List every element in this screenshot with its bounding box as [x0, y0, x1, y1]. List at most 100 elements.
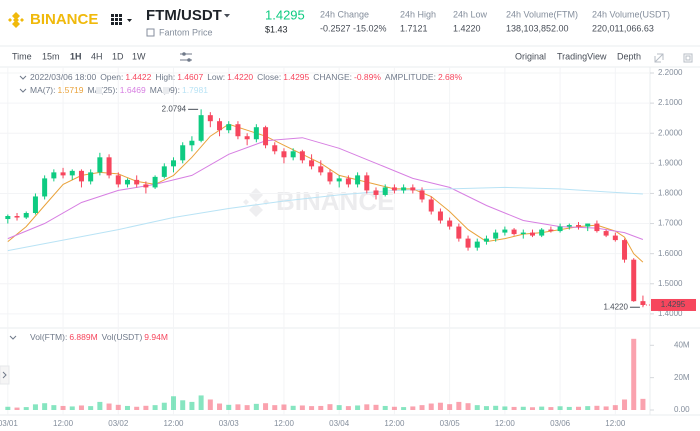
volume-bar: [576, 406, 582, 410]
interval-button[interactable]: 1W: [132, 51, 146, 61]
candle-body: [217, 121, 223, 131]
volume-bar: [97, 401, 103, 410]
candle-body: [290, 151, 296, 158]
candle-body: [78, 170, 84, 182]
volume-bar: [529, 407, 535, 410]
interval-button[interactable]: 1D: [112, 51, 124, 61]
legend-text: Vol(USDT): [102, 332, 143, 342]
volume-bar: [631, 338, 637, 410]
legend-text: AMPLITUDE:: [385, 72, 436, 82]
stat-value: 138,103,852.00: [506, 23, 569, 33]
interval-button[interactable]: 4H: [91, 51, 103, 61]
volume-bar: [364, 404, 370, 410]
pair: FTM/USDT: [146, 7, 222, 24]
y-tick-label: 1.8000: [658, 189, 683, 198]
candle-body: [134, 179, 140, 185]
subtitle[interactable]: Fantom Price: [159, 27, 213, 37]
candle-body: [281, 151, 287, 158]
volume-bar: [548, 407, 554, 410]
candle-body: [226, 124, 232, 131]
collapse-icons[interactable]: [9, 75, 27, 340]
candle-body: [88, 172, 94, 182]
candle-body: [299, 151, 305, 161]
candle-body: [235, 124, 241, 137]
volume-bar: [410, 406, 416, 410]
volume-bar: [318, 405, 324, 410]
volume-bar: [391, 406, 397, 410]
interval-button[interactable]: 1H: [70, 51, 82, 61]
candle-body: [612, 235, 618, 241]
volume-bar: [612, 405, 618, 410]
watermark: BINANCE: [243, 186, 394, 217]
logo[interactable]: BINANCE: [8, 11, 98, 28]
volume-bar: [456, 401, 462, 410]
last-price: 1.4295: [265, 7, 305, 22]
stat-label: 24h High: [400, 9, 436, 19]
legend-text: -0.89%: [354, 72, 381, 82]
volume-bar: [327, 404, 333, 410]
side-toggle[interactable]: [0, 365, 10, 385]
volume-bar: [5, 406, 11, 410]
legend-text: Close:: [257, 72, 281, 82]
volume-bar: [180, 400, 186, 410]
extreme-label: 1.4220: [603, 302, 628, 311]
volume-bar: [51, 405, 57, 410]
volume-bar: [566, 406, 572, 410]
candle-body: [180, 145, 186, 161]
candle-body: [42, 178, 48, 197]
candle-body: [51, 172, 57, 179]
candle-body: [447, 220, 453, 227]
volume-bar: [520, 406, 526, 410]
toolbar: Time 15m 1H 4H 1D 1W Original TradingView Depth: [12, 51, 641, 61]
volume-bar: [594, 405, 600, 410]
candle-body: [465, 238, 471, 248]
legend-toggle[interactable]: [163, 87, 169, 94]
legend-text: 1.4607: [177, 72, 203, 82]
candle-body: [511, 229, 517, 235]
legend-text: 1.5719: [58, 85, 84, 95]
legend-text: Open:: [100, 72, 123, 82]
view-button[interactable]: Original: [515, 51, 546, 61]
volume-bar: [437, 402, 443, 410]
volume-bar: [640, 398, 646, 410]
legend-toggle[interactable]: [96, 87, 102, 94]
volume-bar: [309, 406, 315, 410]
settings-knob: [182, 52, 186, 56]
x-tick-label: 12:00: [274, 419, 295, 428]
candle-body: [318, 166, 324, 173]
volume-bar: [171, 396, 177, 410]
fullscreen-icon[interactable]: [683, 53, 693, 63]
candle-body: [171, 160, 177, 167]
legend-text: 1.7981: [182, 85, 208, 95]
legend-text: 1.4220: [227, 72, 253, 82]
legend-text: 9.94M: [144, 332, 168, 342]
candle-body: [69, 170, 75, 176]
legend-text: Low:: [207, 72, 225, 82]
volume-bar: [244, 405, 250, 410]
legend-text: 6.889M: [69, 332, 97, 342]
volume-bar: [622, 399, 628, 410]
volume-bar: [345, 406, 351, 410]
candle-body: [410, 187, 416, 191]
volume-bar: [161, 402, 167, 410]
expand-icon[interactable]: [654, 53, 664, 63]
pair-selector[interactable]: FTM/USDT: [146, 7, 230, 24]
view-button[interactable]: TradingView: [557, 51, 607, 61]
ohlc-info: 2022/03/06 18:00 Open: 1.4422 High: 1.4607 Lo…: [30, 72, 462, 82]
y-tick-label: 1.7000: [658, 219, 683, 228]
volume-bar: [539, 406, 545, 410]
apps-menu[interactable]: [111, 14, 132, 25]
view-button[interactable]: Depth: [617, 51, 641, 61]
candle-body: [401, 187, 407, 191]
candle-body: [373, 190, 379, 195]
legend-text: 2.68%: [438, 72, 463, 82]
candle-body: [32, 196, 38, 214]
candle-body: [539, 229, 545, 236]
volume-bar: [382, 405, 388, 410]
volume-bar: [281, 404, 287, 410]
interval-button[interactable]: 15m: [42, 51, 60, 61]
y-tick-label: 1.6000: [658, 249, 683, 258]
interval-button: Time: [12, 51, 32, 61]
watermark-text: BINANCE: [276, 186, 394, 216]
